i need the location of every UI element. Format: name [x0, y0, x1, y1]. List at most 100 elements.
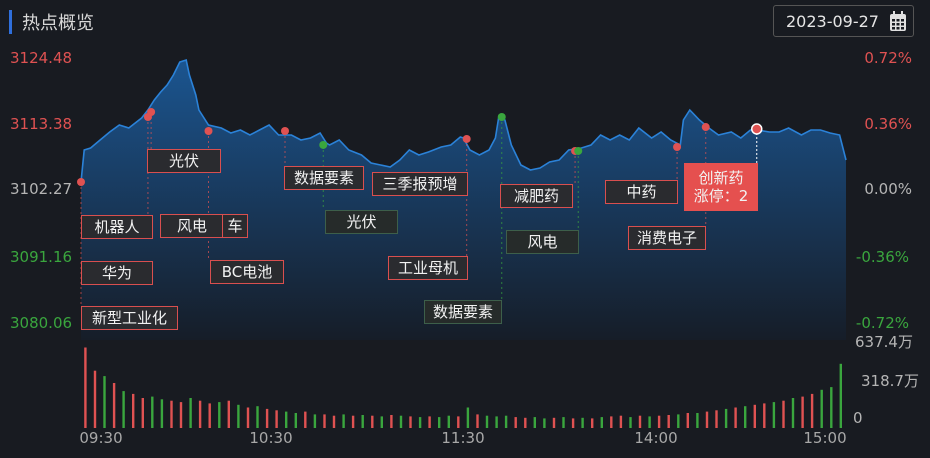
- volume-bar: [571, 418, 575, 428]
- volume-bar: [160, 399, 164, 428]
- volume-bar: [112, 383, 116, 428]
- volume-bar: [753, 404, 756, 428]
- volume-bar: [409, 416, 412, 428]
- volume-bar: [782, 400, 785, 428]
- hotspot-tag[interactable]: 数据要素: [284, 166, 364, 190]
- y-left-tick: 3080.06: [10, 314, 73, 332]
- volume-bar: [562, 417, 565, 428]
- volume-bar: [476, 414, 479, 428]
- event-marker-dot[interactable]: [319, 140, 328, 149]
- hotspot-tag[interactable]: 车: [222, 214, 248, 238]
- event-marker-dot[interactable]: [281, 127, 289, 136]
- hotspot-tag[interactable]: 数据要素: [424, 300, 502, 324]
- calendar-icon[interactable]: [889, 10, 907, 32]
- volume-bar: [495, 416, 498, 428]
- volume-bar: [285, 411, 288, 428]
- volume-bar: [543, 418, 546, 428]
- volume-bar: [648, 416, 651, 428]
- hotspot-tag[interactable]: 华为: [81, 261, 153, 285]
- event-marker-dot[interactable]: [77, 177, 85, 186]
- volume-bar: [629, 417, 632, 428]
- volume-bar: [667, 415, 670, 428]
- y-right-tick: 0.36%: [864, 115, 912, 133]
- hotspot-tag[interactable]: 风电: [506, 230, 579, 254]
- volume-bar: [151, 396, 154, 428]
- volume-bar: [132, 393, 135, 428]
- volume-bar: [552, 417, 556, 428]
- volume-bar: [256, 406, 259, 428]
- event-marker-dot[interactable]: [147, 107, 156, 116]
- hotspot-tag[interactable]: 中药: [605, 180, 678, 204]
- volume-bar: [447, 415, 450, 428]
- x-tick: 09:30: [79, 429, 123, 447]
- volume-bar: [524, 417, 527, 428]
- event-marker-dot[interactable]: [701, 123, 710, 132]
- volume-bar: [361, 415, 364, 428]
- hotspot-tag[interactable]: 光伏: [147, 149, 221, 173]
- event-marker-dot[interactable]: [462, 134, 471, 143]
- event-marker-dot[interactable]: [751, 123, 763, 135]
- volume-bar: [103, 376, 106, 428]
- volume-bar: [304, 411, 307, 428]
- hotspot-tag[interactable]: 工业母机: [388, 256, 468, 280]
- hotspot-tag[interactable]: 机器人: [81, 215, 153, 239]
- hotspot-tag[interactable]: 新型工业化: [81, 306, 178, 330]
- volume-bar: [810, 393, 814, 428]
- volume-bar: [839, 363, 842, 428]
- volume-bar: [428, 416, 431, 428]
- volume-bar: [600, 417, 603, 428]
- date-value: 2023-09-27: [786, 11, 879, 31]
- volume-bar: [457, 416, 460, 428]
- x-tick: 14:00: [634, 429, 678, 447]
- volume-bar: [380, 416, 383, 428]
- volume-bar: [332, 415, 336, 428]
- volume-bar: [218, 402, 221, 428]
- volume-tick: 637.4万: [855, 333, 913, 351]
- hotspot-tag[interactable]: BC电池: [210, 260, 284, 284]
- volume-bar: [696, 413, 699, 428]
- title-accent-bar: [9, 10, 12, 34]
- y-right-tick: -0.36%: [855, 248, 909, 266]
- volume-bar: [227, 400, 230, 428]
- volume-bar: [619, 415, 623, 428]
- hotspot-tag[interactable]: 减肥药: [500, 184, 573, 208]
- y-right-tick: 0.72%: [864, 49, 912, 67]
- y-left-tick: 3102.27: [10, 180, 73, 198]
- volume-bar: [533, 417, 536, 428]
- volume-bar: [801, 396, 804, 428]
- volume-bar: [504, 415, 508, 428]
- volume-bar: [399, 415, 403, 428]
- event-marker-dot[interactable]: [574, 146, 583, 155]
- volume-bar: [744, 406, 747, 428]
- event-marker-dot[interactable]: [673, 142, 682, 151]
- volume-bar: [294, 413, 297, 428]
- page-title: 热点概览: [22, 13, 94, 34]
- volume-bar: [438, 417, 441, 428]
- hotspot-tag[interactable]: 光伏: [325, 210, 398, 234]
- volume-bar: [342, 414, 345, 428]
- date-picker[interactable]: 2023-09-27: [773, 5, 914, 37]
- volume-bar: [772, 402, 776, 428]
- volume-bar: [724, 408, 728, 428]
- volume-bar: [514, 417, 517, 428]
- event-marker-dot[interactable]: [497, 112, 506, 121]
- x-tick: 10:30: [249, 429, 293, 447]
- volume-bar: [198, 400, 202, 428]
- annotation-label: 涨停：2: [693, 187, 749, 205]
- volume-bar: [179, 402, 183, 428]
- y-right-tick: -0.72%: [855, 314, 909, 332]
- x-tick: 11:30: [441, 429, 485, 447]
- hotspot-tag[interactable]: 消费电子: [628, 226, 706, 250]
- volume-bar: [208, 403, 211, 428]
- volume-bar: [371, 415, 374, 428]
- y-left-tick: 3113.38: [10, 115, 73, 133]
- volume-bar: [820, 389, 823, 428]
- event-marker-dot[interactable]: [204, 127, 213, 136]
- hotspot-tag[interactable]: 风电: [160, 214, 224, 238]
- hotspot-tag[interactable]: 三季报预增: [372, 172, 468, 196]
- volume-bar: [390, 415, 393, 428]
- volume-bar: [830, 387, 833, 428]
- limit-up-annotation[interactable]: 创新药 涨停：2: [684, 163, 758, 211]
- volume-bar: [189, 398, 192, 428]
- volume-bar: [686, 413, 689, 428]
